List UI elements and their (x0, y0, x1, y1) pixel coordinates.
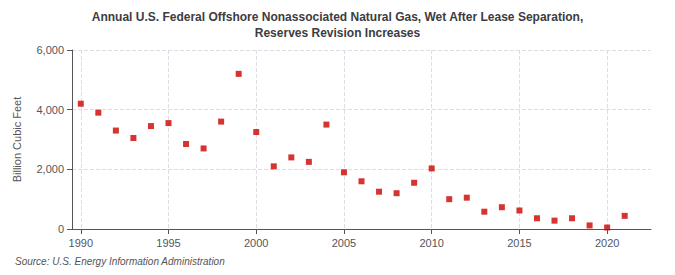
svg-text:2005: 2005 (332, 237, 356, 249)
svg-text:2020: 2020 (595, 237, 619, 249)
svg-text:0: 0 (58, 223, 64, 235)
svg-text:4,000: 4,000 (36, 104, 64, 116)
svg-text:1990: 1990 (69, 237, 93, 249)
svg-text:Annual U.S. Federal Offshore N: Annual U.S. Federal Offshore Nonassociat… (92, 10, 583, 24)
svg-text:6,000: 6,000 (36, 44, 64, 56)
svg-text:2015: 2015 (507, 237, 531, 249)
svg-text:1995: 1995 (156, 237, 180, 249)
svg-text:Reserves Revision Increases: Reserves Revision Increases (255, 26, 421, 40)
svg-text:Billion Cubic Feet: Billion Cubic Feet (11, 97, 23, 183)
svg-text:2000: 2000 (244, 237, 268, 249)
svg-text:Source: U.S. Energy Informatio: Source: U.S. Energy Information Administ… (15, 256, 225, 267)
svg-text:2,000: 2,000 (36, 163, 64, 175)
svg-text:2010: 2010 (419, 237, 443, 249)
